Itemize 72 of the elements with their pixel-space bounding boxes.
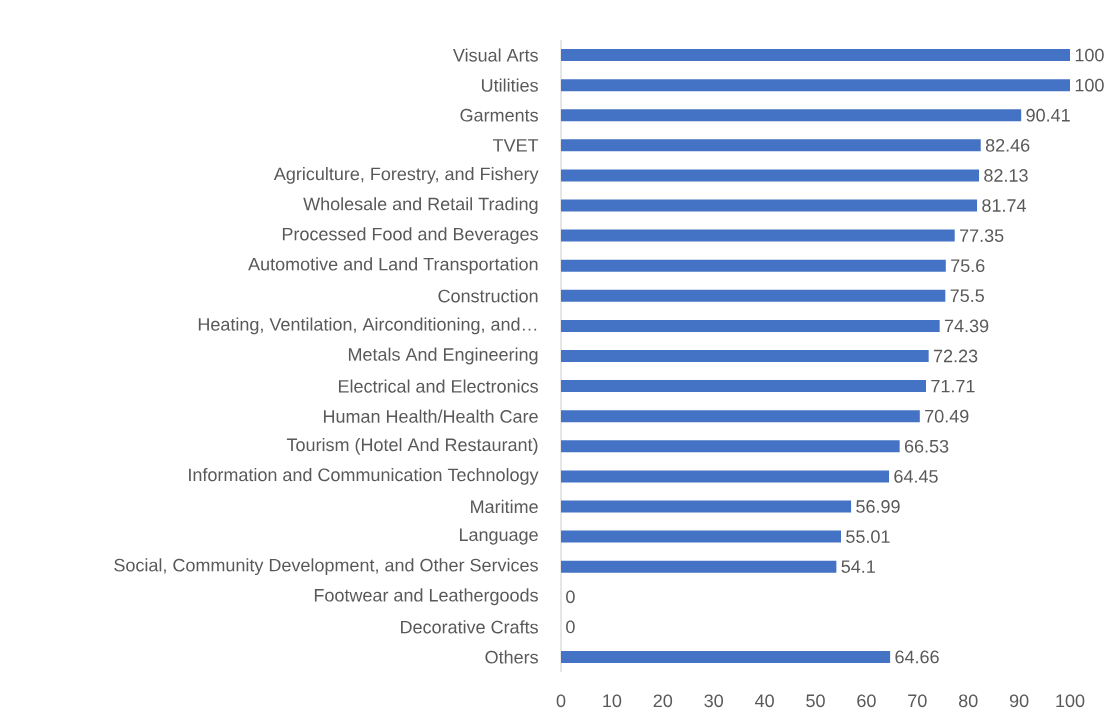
y-tick-label: Language [459, 528, 538, 545]
y-tick-label: Utilities [481, 78, 538, 92]
y-tick-label: Processed Food and Beverages [282, 227, 538, 245]
bar [561, 650, 891, 663]
bar [561, 350, 929, 362]
data-label: 81.74 [982, 199, 1026, 212]
data-label: 70.49 [925, 409, 969, 423]
x-tick-label: 30 [704, 694, 724, 708]
y-tick-label: Heating, Ventilation, Airconditioning, and… [198, 317, 537, 335]
y-tick-label: Metals And Engineering [348, 347, 538, 365]
y-tick-label: Human Health/Health Care [323, 409, 538, 423]
bar [561, 380, 927, 393]
bar [561, 229, 955, 242]
data-label: 72.23 [933, 349, 978, 363]
data-label: 54.1 [841, 560, 875, 573]
bar [561, 530, 842, 543]
data-label: 82.13 [984, 169, 1028, 182]
bar [561, 79, 1071, 92]
data-label: 56.99 [856, 500, 900, 513]
y-tick-label: Social, Community Development, and Other Services [114, 558, 538, 576]
x-tick-label: 0 [556, 694, 566, 708]
y-tick-label: Agriculture, Forestry, and Fishery [273, 167, 539, 184]
data-label: 100 [1075, 78, 1104, 92]
data-label: 64.45 [894, 470, 938, 483]
data-label: 100 [1075, 48, 1104, 62]
bar [561, 410, 920, 423]
bar [561, 500, 852, 513]
y-tick-label: Construction [438, 289, 538, 303]
data-label: 66.53 [904, 439, 949, 453]
y-tick-label: Information and Communication Technology [189, 467, 539, 485]
y-tick-label: TVET [493, 139, 539, 152]
y-tick-label: Footwear and Leathergoods [314, 588, 538, 606]
bar [561, 199, 978, 212]
data-label: 77.35 [960, 229, 1004, 243]
bar [561, 319, 940, 332]
bar [561, 169, 980, 182]
x-tick-label: 100 [1056, 694, 1085, 708]
y-tick-label: Visual Arts [453, 48, 538, 62]
x-tick-label: 10 [603, 694, 622, 708]
data-label: 71.71 [931, 379, 975, 393]
bar [561, 560, 837, 573]
y-tick-label: Maritime [471, 499, 538, 514]
y-tick-label: Decorative Crafts [401, 620, 538, 634]
y-tick-label: Tourism (Hotel And Restaurant) [286, 437, 538, 455]
x-tick-label: 20 [653, 694, 673, 708]
y-tick-label: Garments [460, 108, 538, 122]
data-label: 0 [566, 620, 575, 634]
x-tick-label: 60 [857, 694, 876, 708]
data-label: 90.41 [1026, 108, 1070, 122]
data-label: 0 [566, 590, 575, 604]
bar [561, 139, 981, 152]
bar [561, 289, 946, 302]
data-label: 75.6 [951, 259, 985, 273]
data-label: 75.5 [950, 289, 984, 303]
bar [561, 259, 946, 272]
y-tick-label: Others [485, 650, 538, 664]
x-tick-label: 40 [755, 694, 774, 708]
bar [561, 109, 1022, 122]
data-label: 82.46 [985, 138, 1030, 152]
bar [561, 470, 890, 483]
y-tick-label: Electrical and Electronics [338, 379, 538, 393]
data-label: 64.66 [895, 650, 939, 664]
y-tick-label: Automotive and Land Transportation [248, 257, 538, 275]
bar [561, 49, 1071, 62]
x-tick-label: 50 [806, 694, 825, 708]
x-tick-label: 80 [958, 694, 978, 708]
x-tick-label: 70 [908, 694, 927, 708]
data-label: 74.39 [944, 319, 989, 333]
y-tick-label: Wholesale and Retail Trading [303, 197, 538, 214]
data-label: 55.01 [846, 530, 890, 543]
bar [561, 440, 900, 453]
x-tick-label: 90 [1009, 694, 1029, 708]
